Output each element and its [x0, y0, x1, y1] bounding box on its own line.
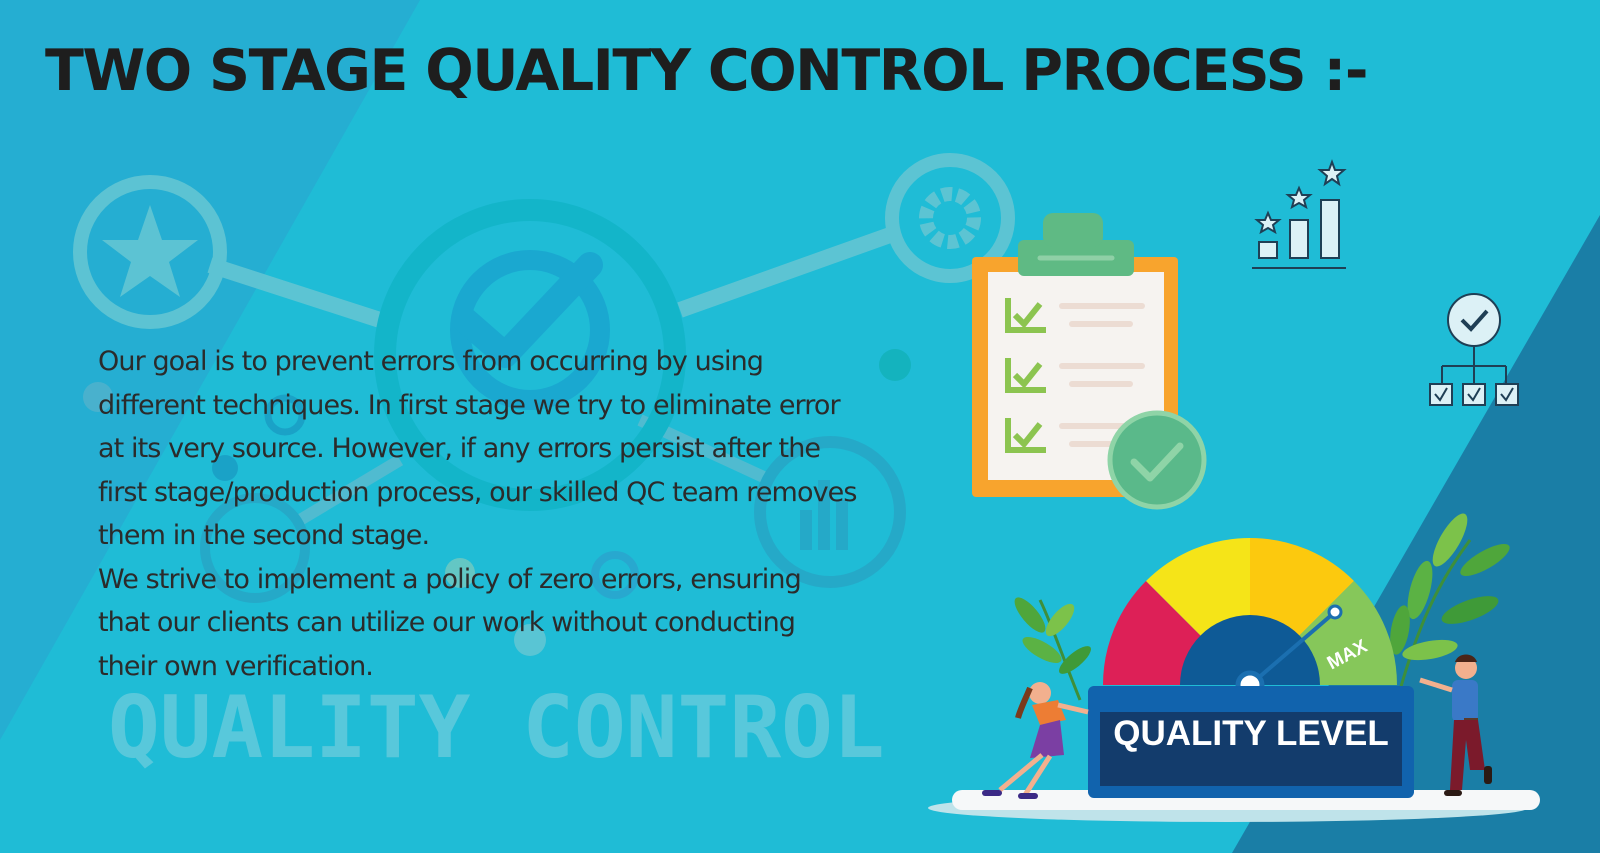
- center-check-mark: [452, 252, 603, 368]
- page-title: TWO STAGE QUALITY CONTROL PROCESS :-: [45, 38, 1369, 104]
- description-paragraph-2: We strive to implement a policy of zero …: [98, 563, 802, 682]
- right-plant-decoration: [1390, 513, 1510, 691]
- person-pushing-illustration: [982, 682, 1089, 799]
- center-check-ring: [374, 199, 686, 511]
- gear-node-ring: [885, 153, 1015, 283]
- description-text: Our goal is to prevent errors from occur…: [98, 340, 858, 688]
- gauge-needle: [1248, 610, 1337, 687]
- star-node-icon: [102, 205, 198, 297]
- left-diagonal-shade: [0, 0, 420, 740]
- rating-bars-icon: [1252, 159, 1347, 269]
- chart-node-ring: [754, 436, 906, 588]
- quality-level-label: QUALITY LEVEL: [1113, 714, 1389, 753]
- left-plant-decoration: [1014, 597, 1091, 701]
- approved-badge-icon: [1107, 410, 1207, 510]
- quality-gauge-illustration: MAX: [928, 537, 1540, 822]
- checklist-row-3: [1005, 418, 1145, 453]
- approval-hierarchy-icon: [1429, 293, 1519, 406]
- network-graphic: [73, 153, 1015, 656]
- quality-control-watermark: QUALITY CONTROL: [108, 678, 885, 778]
- checklist-row-1: [1005, 298, 1145, 333]
- clipboard-checklist-icon: [972, 213, 1207, 510]
- checklist-row-2: [1005, 358, 1145, 393]
- description-paragraph-1: Our goal is to prevent errors from occur…: [98, 346, 857, 551]
- star-node-ring: [73, 175, 227, 329]
- person-standing-illustration: [1419, 654, 1492, 796]
- gear-node-icon: [919, 187, 981, 249]
